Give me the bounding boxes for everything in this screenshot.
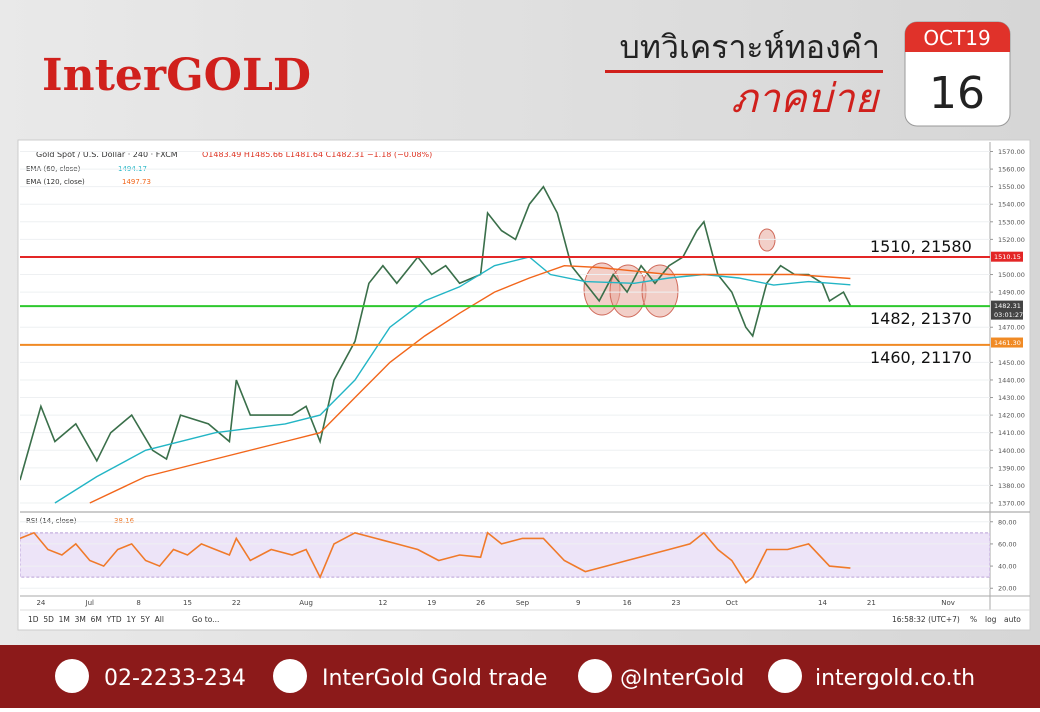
x-tick-label: Aug	[299, 599, 313, 607]
goto[interactable]: Go to...	[192, 615, 219, 624]
ema120-value: 1497.73	[122, 178, 151, 186]
y-tick-label: 1450.00	[998, 359, 1025, 367]
x-tick-label: Nov	[941, 599, 955, 607]
x-tick-label: 8	[136, 599, 140, 607]
y-tick-label: 1550.00	[998, 183, 1025, 191]
title: บทวิเคราะห์ทองคำ	[620, 28, 880, 66]
y-tick-label: 1500.00	[998, 271, 1025, 279]
price-badge-label: 1510.15	[994, 253, 1021, 261]
y-tick-label: 1400.00	[998, 447, 1025, 455]
y-tick-label: 1470.00	[998, 324, 1025, 332]
y-tick-label: 40.00	[998, 563, 1017, 571]
x-tick-label: Oct	[726, 599, 738, 607]
y-tick-label: 1570.00	[998, 148, 1025, 156]
footer-icons	[55, 659, 802, 693]
x-tick-label: 26	[476, 599, 485, 607]
x-tick-label: 24	[36, 599, 45, 607]
series-line	[54, 256, 851, 504]
y-tick-label: 1530.00	[998, 218, 1025, 226]
x-tick-label: 23	[672, 599, 681, 607]
y-tick-label: 1370.00	[998, 499, 1025, 507]
last-price-badge	[991, 300, 1023, 320]
rsi-value: 38.16	[114, 517, 135, 525]
y-tick-label: 1560.00	[998, 166, 1025, 174]
highlight-ellipses	[583, 228, 776, 318]
price-badge	[991, 337, 1023, 348]
x-tick-label: Sep	[516, 599, 530, 607]
ema120-legend: EMA (120, close)	[26, 178, 85, 186]
x-tick-label: 22	[232, 599, 241, 607]
y-tick-label: 1430.00	[998, 394, 1025, 402]
last-price-label: 1482.31	[994, 302, 1021, 310]
series-line	[20, 531, 851, 584]
y-tick-label: 20.00	[998, 585, 1017, 593]
y-tick-label: 1420.00	[998, 412, 1025, 420]
log-toggle[interactable]: log	[985, 615, 997, 624]
phone: 02-2233-234	[104, 666, 246, 691]
x-tick-label: 15	[183, 599, 192, 607]
y-tick-label: 1540.00	[998, 201, 1025, 209]
level-label: 1510, 21580	[870, 237, 972, 256]
price-badge-label: 1461.30	[994, 339, 1021, 347]
brand: InterGOLD	[42, 50, 311, 101]
x-tick-label: 19	[427, 599, 436, 607]
y-tick-label: 60.00	[998, 540, 1017, 548]
facebook: InterGold Gold trade	[322, 666, 547, 691]
level-label: 1482, 21370	[870, 309, 972, 328]
series-line	[20, 185, 852, 481]
level-label: 1460, 21170	[870, 348, 972, 367]
clock: 16:58:32 (UTC+7)	[892, 615, 960, 624]
x-tick-label: 21	[867, 599, 876, 607]
footer	[0, 645, 1040, 708]
x-tick-label: 9	[576, 599, 580, 607]
y-tick-label: 1380.00	[998, 482, 1025, 490]
y-tick-label: 1520.00	[998, 236, 1025, 244]
price-badge	[991, 251, 1023, 262]
rsi-band	[20, 532, 990, 578]
range-buttons[interactable]: 1D 5D 1M 3M 6M YTD 1Y 5Y All	[28, 615, 164, 624]
series-line	[89, 264, 851, 504]
rsi-legend: RSI (14, close)	[26, 517, 77, 525]
day: 16	[929, 68, 985, 119]
ohlc: O1483.49 H1485.66 L1481.64 C1482.31 −1.1…	[202, 150, 432, 159]
plot	[20, 521, 990, 589]
percent-toggle[interactable]: %	[970, 615, 977, 624]
website: intergold.co.th	[815, 666, 975, 691]
y-tick-label: 1490.00	[998, 289, 1025, 297]
countdown: 03:01:27	[994, 311, 1023, 319]
x-tick-label: 14	[818, 599, 827, 607]
y-tick-label: 80.00	[998, 518, 1017, 526]
month: OCT19	[923, 26, 990, 50]
symbol: Gold Spot / U.S. Dollar · 240 · FXCM	[36, 150, 178, 159]
subtitle: ภาคบ่าย	[731, 76, 880, 122]
plot	[20, 151, 990, 504]
x-tick-label: 12	[378, 599, 387, 607]
x-tick-label: Jul	[85, 599, 95, 607]
y-tick-label: 1410.00	[998, 429, 1025, 437]
title-rule	[605, 70, 883, 73]
y-tick-label: 1390.00	[998, 464, 1025, 472]
y-tick-label: 1440.00	[998, 376, 1025, 384]
line-id: @InterGold	[620, 666, 744, 691]
calendar: OCT19 16	[904, 21, 1011, 127]
auto-toggle[interactable]: auto	[1004, 615, 1021, 624]
x-tick-label: 16	[623, 599, 632, 607]
